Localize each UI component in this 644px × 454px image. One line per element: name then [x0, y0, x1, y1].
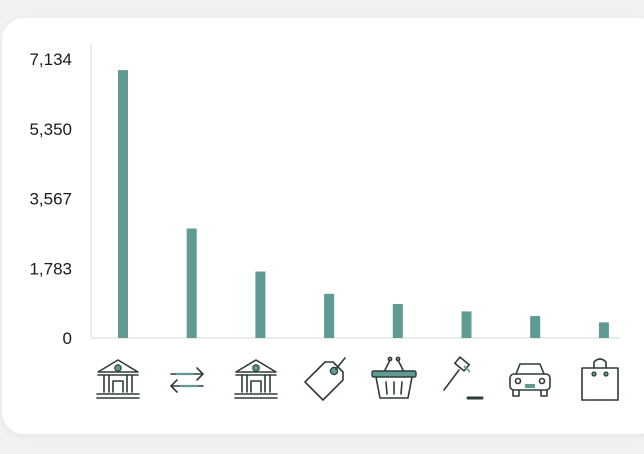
bar	[461, 311, 472, 338]
bar	[324, 293, 335, 338]
bar	[118, 70, 128, 338]
bar	[530, 316, 541, 338]
y-tick-label: 5,350	[29, 120, 72, 139]
bar	[392, 303, 403, 338]
y-tick-label: 7,134	[29, 50, 72, 69]
shopping-bag-icon	[581, 358, 619, 401]
x-axis-icons	[96, 356, 619, 401]
car-icon	[509, 363, 551, 397]
y-tick-labels: 0 1,783 3,567 5,350 7,134	[29, 50, 72, 348]
y-tick-label: 0	[63, 329, 72, 348]
y-tick-label: 1,783	[29, 259, 72, 278]
price-tag-icon	[304, 357, 346, 401]
bank-icon	[96, 359, 140, 399]
shopping-basket-icon	[371, 356, 417, 399]
y-tick-label: 3,567	[29, 190, 72, 209]
bar	[255, 271, 266, 338]
bank-icon	[234, 359, 278, 399]
bar	[186, 228, 197, 338]
auction-hammer-icon	[443, 356, 484, 400]
bar	[598, 322, 609, 338]
transfer-icon	[170, 367, 204, 393]
bars-group	[118, 70, 609, 338]
